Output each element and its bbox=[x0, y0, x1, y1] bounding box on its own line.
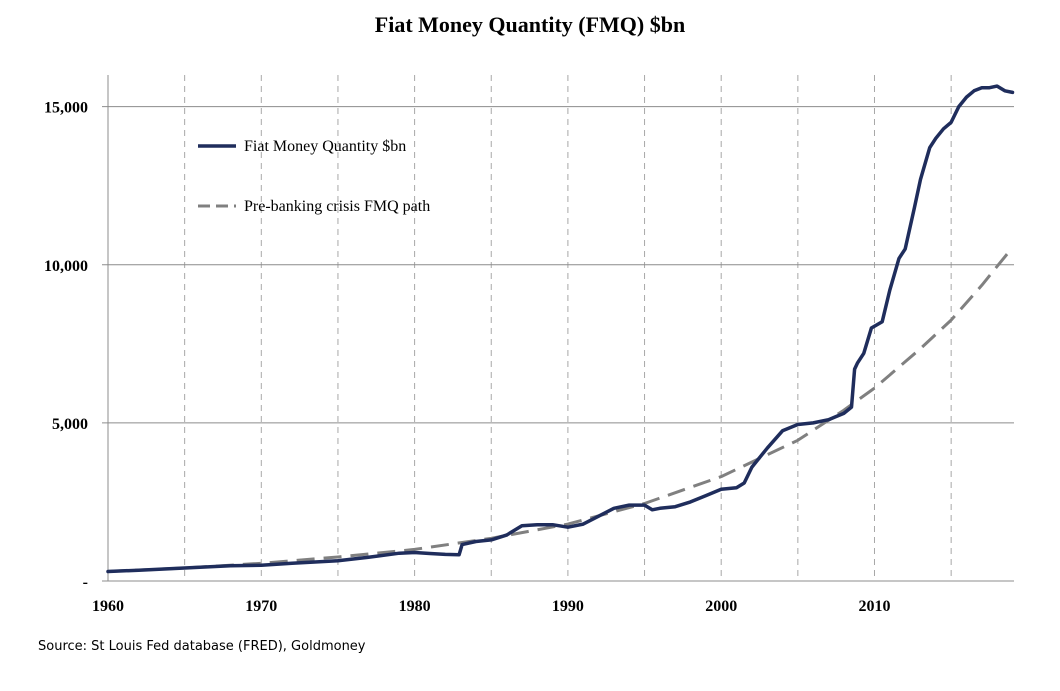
x-tick-label-1960: 1960 bbox=[92, 598, 124, 615]
y-tick-label-5000: 5,000 bbox=[52, 416, 88, 433]
y-tick-label-10000: 10,000 bbox=[44, 258, 88, 275]
y-tick-label-0: - bbox=[83, 574, 88, 591]
source-note: Source: St Louis Fed database (FRED), Go… bbox=[38, 639, 366, 654]
legend-label-pre-crisis-path: Pre-banking crisis FMQ path bbox=[244, 198, 430, 215]
x-tick-label-1970: 1970 bbox=[245, 598, 277, 615]
chart-title: Fiat Money Quantity (FMQ) $bn bbox=[375, 12, 685, 37]
plot-area: - 5,000 10,000 15,000 1960 1970 1980 1990 2000 20… bbox=[44, 75, 1015, 615]
legend-label-fmq: Fiat Money Quantity $bn bbox=[244, 138, 406, 155]
series-line-pre-crisis-path bbox=[107, 246, 1014, 573]
x-tick-label-1980: 1980 bbox=[399, 598, 431, 615]
x-tick-label-2010: 2010 bbox=[858, 598, 890, 615]
x-tick-label-1990: 1990 bbox=[552, 598, 584, 615]
series-line-fmq bbox=[106, 84, 1015, 574]
x-tick-label-2000: 2000 bbox=[705, 598, 737, 615]
y-tick-label-15000: 15,000 bbox=[44, 100, 88, 117]
